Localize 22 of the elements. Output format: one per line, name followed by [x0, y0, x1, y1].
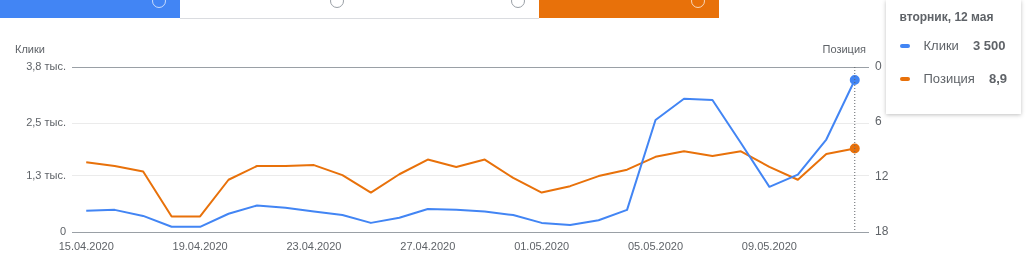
y2-tick-label: 18	[875, 224, 889, 239]
y-tick-label: 2,5 тыс.	[26, 116, 66, 129]
x-tick-label: 27.04.2020	[400, 239, 456, 252]
y2-tick-label: 0	[875, 59, 882, 74]
y2-tick-label: 12	[875, 169, 889, 184]
x-tick-label: 23.04.2020	[286, 239, 342, 252]
x-tick-label: 05.05.2020	[627, 239, 684, 252]
legend-label: Позиция	[923, 71, 975, 86]
x-tick-label: 01.05.2020	[514, 239, 570, 252]
legend-label: Клики	[923, 38, 959, 53]
y-tick-label: 3,8 тыс.	[26, 60, 66, 73]
y-axis-title: Клики	[15, 43, 45, 55]
x-tick-label: 15.04.2020	[58, 239, 114, 252]
x-tick-label: 09.05.2020	[741, 239, 797, 252]
y2-tick-label: 6	[875, 114, 882, 129]
y-tick-label: 1,3 тыс.	[26, 168, 66, 181]
x-tick-label: 19.04.2020	[172, 239, 228, 252]
text: 8,9	[988, 71, 1007, 86]
y-tick-label: 0	[59, 225, 66, 238]
text: 3 500	[972, 38, 1006, 53]
text: вторник, 12 мая	[899, 10, 995, 24]
y2-axis-title: Позиция	[822, 43, 866, 55]
